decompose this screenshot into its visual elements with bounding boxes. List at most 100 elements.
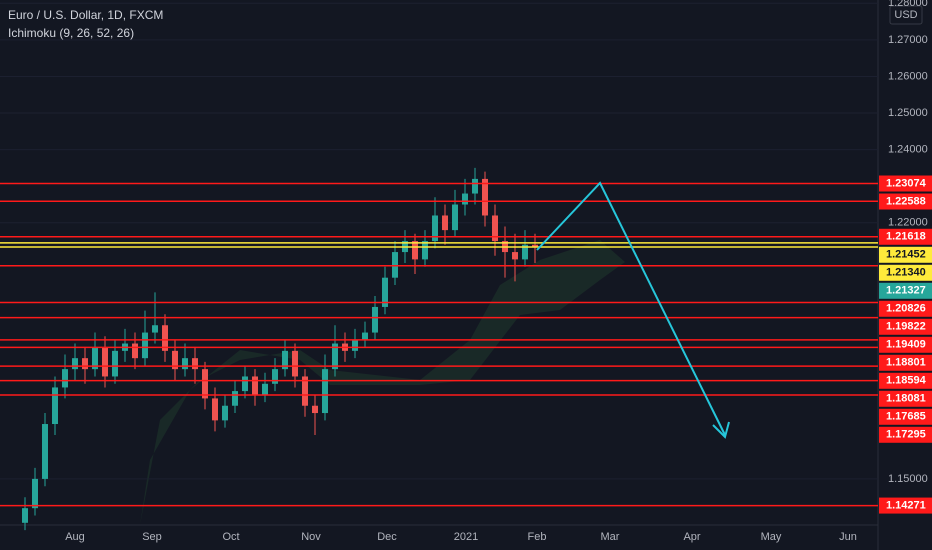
price-tick-label: 1.28000 <box>888 0 928 9</box>
candle-body <box>412 241 418 260</box>
candle-body <box>52 387 58 425</box>
level-label: 1.18081 <box>886 393 926 405</box>
level-label: 1.17685 <box>886 411 926 423</box>
candle-body <box>382 277 388 307</box>
candle-body <box>62 369 68 388</box>
candle-body <box>292 350 298 377</box>
time-label: Dec <box>377 531 397 543</box>
projection-arrow <box>536 181 726 436</box>
level-label: 1.21452 <box>886 249 926 261</box>
candle-body <box>522 244 528 260</box>
candle-body <box>432 215 438 242</box>
candle-body <box>112 350 118 377</box>
candle-body <box>182 358 188 370</box>
level-label-bg <box>879 300 932 317</box>
plot <box>0 2 878 531</box>
time-label: May <box>761 531 782 543</box>
time-label: Sep <box>142 531 162 543</box>
level-label: 1.18801 <box>886 357 926 369</box>
time-label: Feb <box>528 531 547 543</box>
level-label-bg <box>879 264 932 281</box>
level-label: 1.21327 <box>886 285 926 297</box>
level-label-bg <box>879 497 932 514</box>
candle-body <box>532 244 538 248</box>
level-label: 1.19822 <box>886 321 926 333</box>
candle-body <box>282 350 288 370</box>
indicator-label: Ichimoku (9, 26, 52, 26) <box>8 26 134 40</box>
level-label: 1.14271 <box>886 499 926 511</box>
candle-body <box>42 424 48 479</box>
price-tick-label: 1.22000 <box>888 217 928 229</box>
candle-body <box>332 343 338 370</box>
level-label: 1.18594 <box>886 375 927 387</box>
candle-body <box>252 376 258 395</box>
level-label-bg <box>879 246 932 263</box>
candle-body <box>452 204 458 231</box>
candle-body <box>162 325 168 351</box>
candle-body <box>152 325 158 333</box>
price-tick-label: 1.24000 <box>888 144 928 156</box>
time-label: Aug <box>65 531 85 543</box>
time-label: 2021 <box>454 531 478 543</box>
level-label-bg <box>879 175 932 192</box>
candle-body <box>212 398 218 421</box>
candle-body <box>372 306 378 333</box>
price-tick-label: 1.26000 <box>888 70 928 82</box>
level-label-bg <box>879 228 932 245</box>
level-label-bg <box>879 426 932 443</box>
currency-box[interactable] <box>889 5 923 25</box>
candle-body <box>482 178 488 216</box>
candle-body <box>302 376 308 406</box>
level-label-bg <box>879 408 932 425</box>
level-label: 1.23074 <box>886 177 927 189</box>
level-label-bg <box>879 318 932 335</box>
time-label: Oct <box>222 531 239 543</box>
level-label-bg <box>879 390 932 407</box>
candle-body <box>22 508 28 523</box>
price-tick-label: 1.25000 <box>888 107 928 119</box>
price-tick-label: 1.15000 <box>888 473 928 485</box>
candle-body <box>512 252 518 260</box>
level-label: 1.17295 <box>886 429 926 441</box>
candle-body <box>142 332 148 359</box>
price-tick-label: 1.27000 <box>888 34 928 46</box>
candle-body <box>72 358 78 370</box>
candle-body <box>392 252 398 278</box>
level-label-bg <box>879 354 932 371</box>
candle-body <box>102 347 108 377</box>
level-label-bg <box>879 336 932 353</box>
ichimoku-cloud <box>140 240 625 525</box>
time-label: Nov <box>301 531 321 543</box>
candle-body <box>222 405 228 421</box>
candle-body <box>132 343 138 359</box>
candle-body <box>492 215 498 242</box>
currency[interactable]: USD <box>894 9 917 21</box>
time-label: Mar <box>601 531 620 543</box>
level-label: 1.19409 <box>886 339 926 351</box>
time-label: Apr <box>683 531 700 543</box>
symbol-title: Euro / U.S. Dollar, 1D, FXCM <box>8 8 163 22</box>
level-label: 1.21618 <box>886 231 926 243</box>
candle-body <box>192 358 198 370</box>
level-label-bg <box>879 193 932 210</box>
candle-body <box>262 383 268 395</box>
level-label: 1.22588 <box>886 195 926 207</box>
arrow-head <box>712 421 730 439</box>
candle-body <box>442 215 448 231</box>
candle-body <box>202 369 208 399</box>
level-label: 1.20826 <box>886 303 926 315</box>
candle-body <box>422 241 428 260</box>
candle-body <box>32 478 38 509</box>
candle-body <box>352 339 358 351</box>
candle-body <box>232 391 238 406</box>
candle-body <box>272 369 278 384</box>
level-label-bg <box>879 282 932 299</box>
level-label-bg <box>879 372 932 389</box>
candle-body <box>92 347 98 370</box>
level-label: 1.21340 <box>886 267 926 279</box>
candle-body <box>472 178 478 194</box>
candle-body <box>462 193 468 205</box>
